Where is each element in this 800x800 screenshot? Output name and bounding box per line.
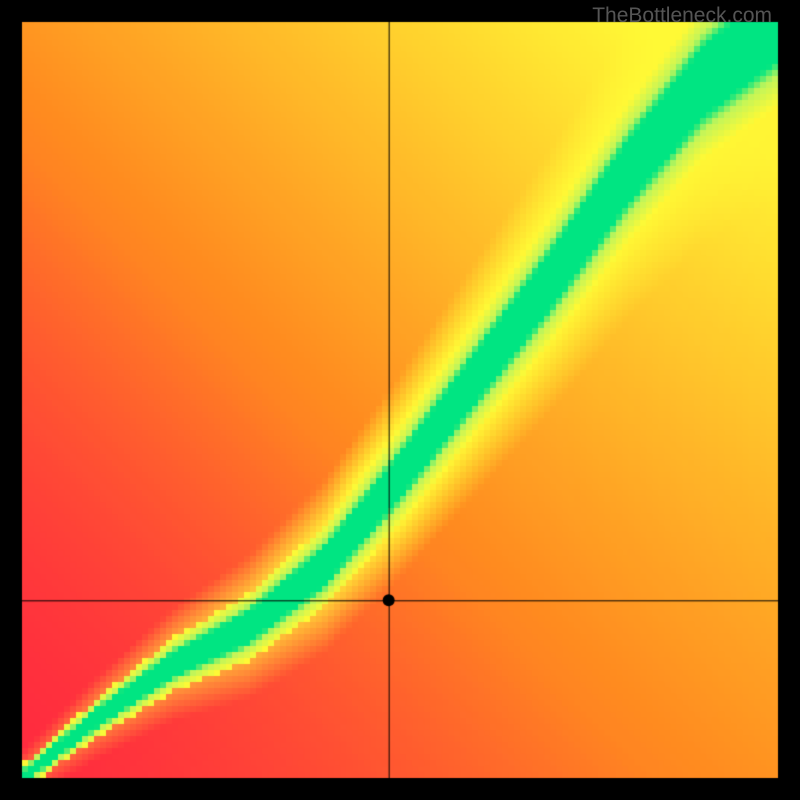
heatmap-canvas <box>0 0 800 800</box>
watermark-text: TheBottleneck.com <box>592 4 772 28</box>
chart-container: TheBottleneck.com <box>0 0 800 800</box>
